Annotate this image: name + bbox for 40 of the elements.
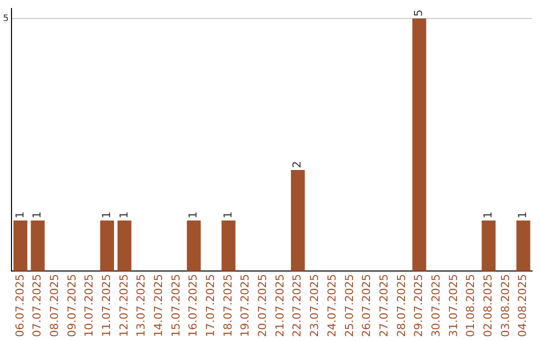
x-tick-label: 11.07.2025 bbox=[100, 274, 113, 338]
data-label: 1 bbox=[186, 212, 200, 219]
x-tick-label: 08.07.2025 bbox=[48, 274, 61, 338]
data-label: 1 bbox=[117, 212, 130, 219]
x-tick-label: 26.07.2025 bbox=[360, 274, 374, 338]
x-tick-label: 24.07.2025 bbox=[325, 274, 338, 338]
x-tick-label: 16.07.2025 bbox=[186, 274, 200, 338]
data-label: 1 bbox=[482, 212, 495, 219]
x-tick-label: 06.07.2025 bbox=[13, 274, 26, 338]
x-tick-label: 15.07.2025 bbox=[169, 274, 182, 338]
x-tick-label: 03.08.2025 bbox=[498, 274, 512, 338]
data-label: 1 bbox=[100, 212, 113, 219]
x-tick-label: 29.07.2025 bbox=[412, 274, 426, 338]
data-label: 1 bbox=[13, 212, 26, 219]
x-tick-label: 12.07.2025 bbox=[117, 274, 130, 338]
x-tick-label: 07.07.2025 bbox=[30, 274, 44, 338]
x-tick-label: 02.08.2025 bbox=[482, 274, 495, 338]
x-tick-label: 04.08.2025 bbox=[516, 274, 530, 338]
x-tick-label: 21.07.2025 bbox=[273, 274, 286, 338]
x-tick-label: 18.07.2025 bbox=[221, 274, 234, 338]
x-tick-label: 31.07.2025 bbox=[446, 274, 460, 338]
x-tick-label: 22.07.2025 bbox=[290, 274, 304, 338]
x-tick-label: 25.07.2025 bbox=[342, 274, 356, 338]
data-label: 5 bbox=[412, 10, 426, 16]
x-tick-label: 09.07.2025 bbox=[65, 274, 78, 338]
x-tick-label: 01.08.2025 bbox=[464, 274, 478, 338]
x-tick-label: 27.07.2025 bbox=[377, 274, 390, 338]
data-label: 2 bbox=[290, 161, 304, 168]
data-label: 1 bbox=[516, 212, 530, 219]
x-tick-label: 14.07.2025 bbox=[152, 274, 165, 338]
x-tick-label: 17.07.2025 bbox=[204, 274, 218, 338]
x-tick-label: 23.07.2025 bbox=[308, 274, 322, 338]
x-tick-label: 20.07.2025 bbox=[256, 274, 270, 338]
data-label: 1 bbox=[221, 212, 234, 219]
data-label: 1 bbox=[30, 212, 44, 219]
x-tick-label: 13.07.2025 bbox=[134, 274, 148, 338]
x-tick-label: 30.07.2025 bbox=[429, 274, 442, 338]
x-tick-label: 19.07.2025 bbox=[238, 274, 252, 338]
x-tick-label: 10.07.2025 bbox=[82, 274, 96, 338]
x-tick-label: 28.07.2025 bbox=[394, 274, 408, 338]
